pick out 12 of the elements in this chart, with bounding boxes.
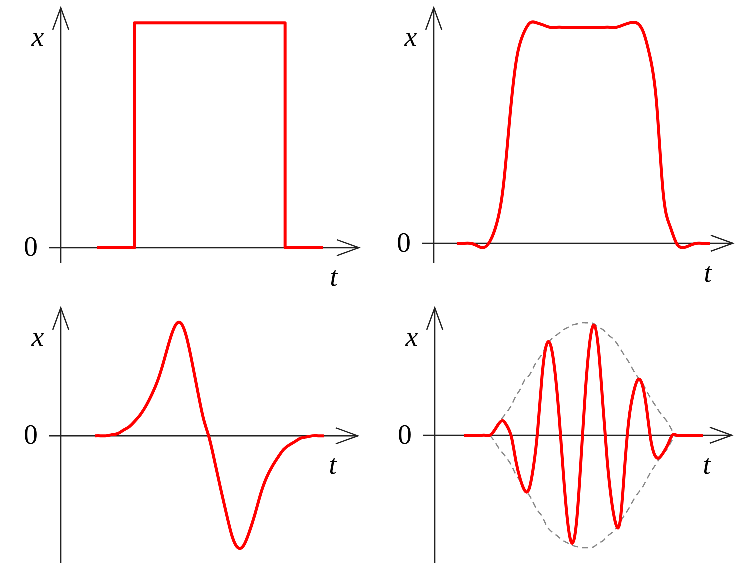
text: 0	[398, 420, 412, 450]
x-axis-title: t	[703, 450, 711, 480]
text: 0	[397, 228, 411, 259]
text: 0	[24, 420, 38, 452]
x-axis-title: t	[330, 262, 338, 293]
x-axis-title: t	[329, 450, 337, 482]
x-axis-title: t	[704, 258, 712, 289]
y-axis-title: x	[32, 322, 44, 353]
text: 0	[24, 232, 38, 263]
y-axis-title: x	[32, 22, 44, 53]
y-axis-title: x	[404, 22, 418, 53]
y-axis-title: x	[406, 322, 418, 353]
